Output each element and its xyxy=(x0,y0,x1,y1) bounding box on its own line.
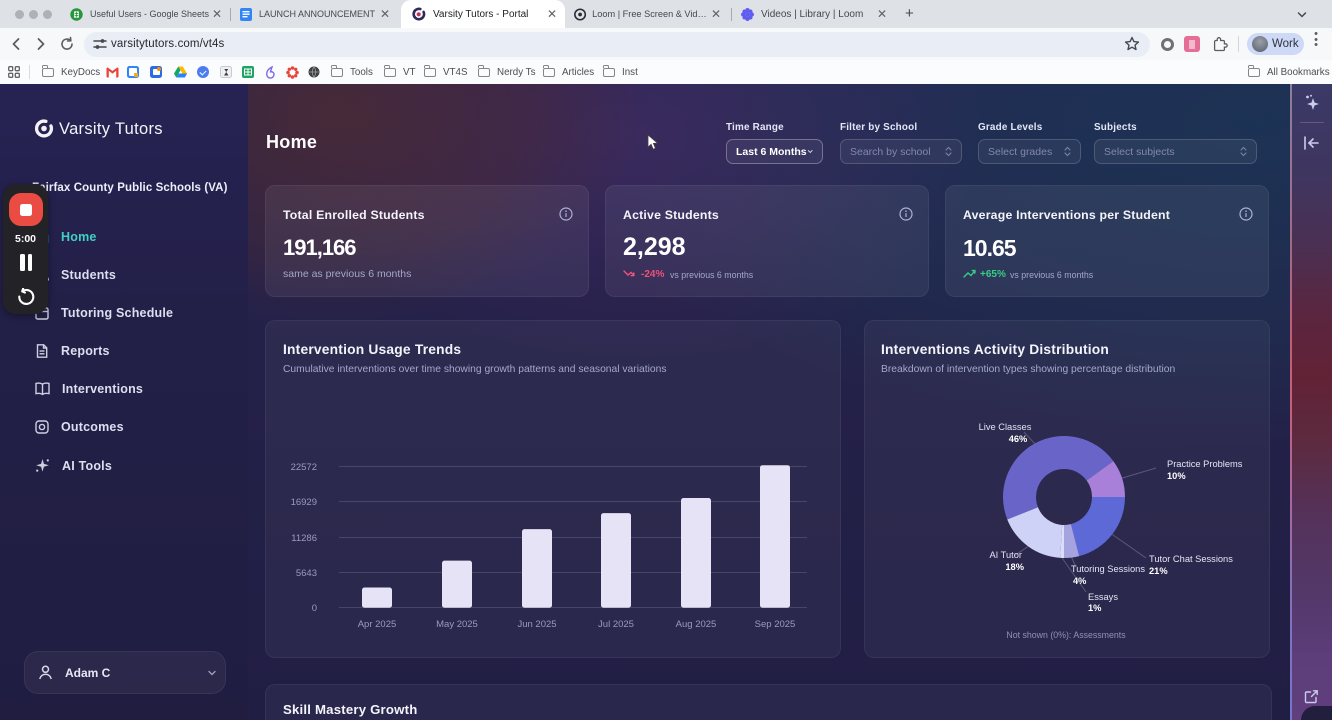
svg-text:18%: 18% xyxy=(1005,562,1024,572)
svg-text:Sep 2025: Sep 2025 xyxy=(755,619,796,630)
svg-text:Jun 2025: Jun 2025 xyxy=(517,619,556,630)
svg-text:Not shown (0%): Assessments: Not shown (0%): Assessments xyxy=(1006,630,1126,640)
svg-text:0: 0 xyxy=(312,603,317,614)
svg-text:Essays: Essays xyxy=(1088,592,1118,602)
svg-text:1%: 1% xyxy=(1088,603,1102,613)
svg-text:46%: 46% xyxy=(1009,434,1028,444)
svg-text:Practice Problems: Practice Problems xyxy=(1167,459,1243,469)
svg-text:22572: 22572 xyxy=(291,462,317,473)
svg-text:Jul 2025: Jul 2025 xyxy=(598,619,634,630)
svg-text:Aug 2025: Aug 2025 xyxy=(676,619,717,630)
svg-text:10%: 10% xyxy=(1167,471,1186,481)
svg-text:Tutoring Sessions: Tutoring Sessions xyxy=(1071,564,1145,574)
svg-text:Live Classes: Live Classes xyxy=(979,422,1032,432)
svg-text:May 2025: May 2025 xyxy=(436,619,478,630)
svg-text:Apr 2025: Apr 2025 xyxy=(358,619,397,630)
svg-text:11286: 11286 xyxy=(291,533,317,544)
svg-text:Tutor Chat Sessions: Tutor Chat Sessions xyxy=(1149,554,1233,564)
svg-text:4%: 4% xyxy=(1073,576,1087,586)
svg-text:5643: 5643 xyxy=(296,568,317,579)
svg-text:21%: 21% xyxy=(1149,566,1168,576)
svg-text:16929: 16929 xyxy=(291,497,317,508)
svg-text:AI Tutor: AI Tutor xyxy=(989,550,1022,560)
